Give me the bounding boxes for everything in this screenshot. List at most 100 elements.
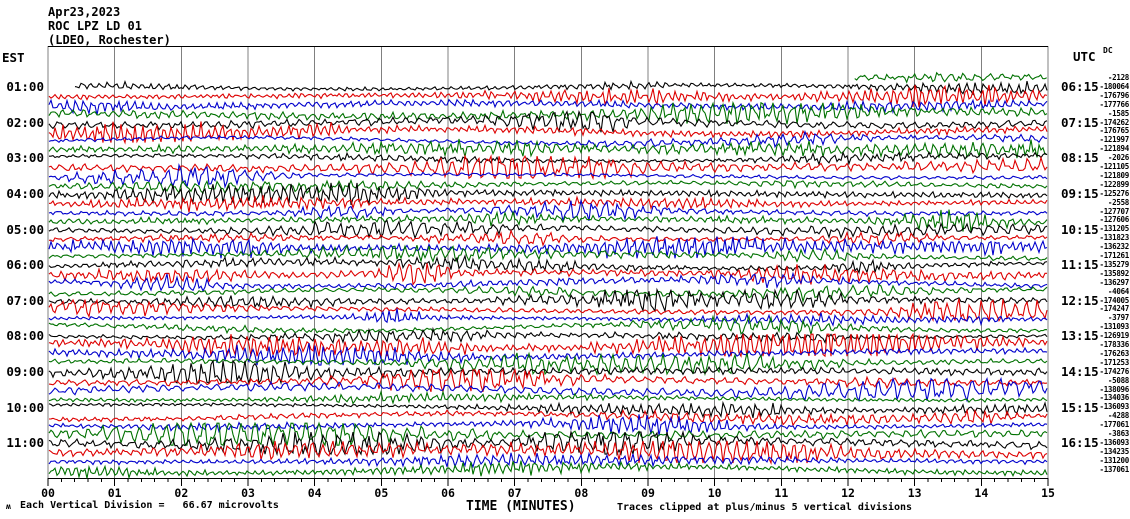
seismogram-trace [48,271,1048,293]
seismogram-trace [48,308,1048,327]
seismogram-trace [74,79,1048,96]
seismogram-trace [48,460,1048,480]
seismogram-trace [48,154,1048,181]
dc-offset-value: -137061 [1099,464,1129,474]
dc-offset-value: -136232 [1099,242,1129,252]
est-time-label: 03:00 [6,150,44,166]
utc-time-label: 09:15 [1061,185,1099,201]
minute-tick-label: 15 [1041,486,1055,500]
seismogram-trace [48,287,1048,314]
minute-tick-label: 08 [574,486,589,500]
dc-offset-value: -174247 [1099,304,1129,314]
dc-column-title: DC [1103,46,1113,55]
est-time-label: 11:00 [6,435,44,451]
seismogram-trace [48,163,1048,189]
est-time-label: 06:00 [6,257,44,273]
seismogram-trace [48,451,1048,469]
header-station: ROC LPZ LD 01 [48,19,142,33]
seismogram-trace [48,389,1048,405]
time-axis-ticks [47,478,1049,486]
utc-time-label: 06:15 [1061,79,1099,95]
seismogram-trace [48,368,1048,392]
dc-offset-value: -171253 [1099,357,1129,367]
minute-tick-label: 00 [41,486,55,500]
seismogram-trace [854,71,1047,84]
dc-offset-value: -131823 [1099,233,1129,243]
seismogram-trace [48,351,1048,377]
plot-frame [48,46,1048,479]
utc-time-label: 07:15 [1061,114,1099,130]
minute-tick-label: 06 [441,486,455,500]
minute-tick-label: 01 [107,486,122,500]
dc-offset-value: -135279 [1099,259,1129,269]
seismogram-trace [48,98,1048,116]
dc-offset-value: -127707 [1099,206,1129,216]
dc-offset-value: -4064 [1107,286,1129,296]
trace-lines [48,71,1048,480]
utc-time-label: 10:15 [1061,221,1099,237]
dc-offset-value: -127606 [1099,215,1129,225]
dc-offset-value: -121809 [1099,170,1129,180]
dc-offset-value: -136297 [1099,277,1129,287]
seismogram-trace [48,209,1048,232]
dc-offset-value: -121997 [1099,135,1129,145]
utc-time-label: 08:15 [1061,150,1099,166]
dc-offset-value: -131205 [1099,224,1129,234]
seismogram-trace [48,219,1048,240]
dc-offset-value: -176263 [1099,348,1129,358]
dc-offset-value: -131093 [1099,322,1129,332]
minute-tick-label: 11 [774,486,789,500]
dc-offset-value: -5088 [1107,375,1129,385]
minute-tick-label: 03 [241,486,255,500]
seismogram-trace [48,261,1047,286]
est-time-label: 07:00 [6,292,44,308]
est-time-label: 05:00 [6,221,44,237]
dc-offset-value: -138096 [1099,384,1129,394]
minute-tick-label: 12 [841,486,855,500]
tiny-mark: ʍ [6,502,11,511]
seismogram-trace [48,84,1048,108]
minute-tick-label: 04 [307,486,322,500]
seismogram-trace [48,244,1048,264]
header-date: Apr23,2023 [48,5,121,19]
seismogram-trace [48,376,1048,403]
header-location: (LDEO, Rochester) [48,33,171,47]
dc-offset-value: -177061 [1099,420,1129,430]
dc-offset-value: -176796 [1099,90,1129,100]
clipping-note: Traces clipped at plus/minus 5 vertical … [617,502,913,513]
seismogram-trace [48,326,1048,345]
seismogram-trace [48,421,1048,448]
seismogram-trace [48,138,1048,159]
seismogram-trace [48,129,1048,150]
dc-offset-value: -2128 [1107,73,1129,82]
utc-time-label: 11:15 [1061,257,1099,273]
minute-tick-label: 10 [707,486,722,500]
seismogram-trace [48,283,1048,304]
dc-offset-value: -3797 [1107,313,1129,323]
dc-offset-value: -136093 [1099,402,1129,412]
dc-offset-value: -2558 [1107,197,1129,207]
seismogram-trace [48,440,1048,466]
est-time-label: 02:00 [6,114,44,130]
seismogram-trace [48,298,1048,322]
dc-offset-value: -3863 [1107,429,1129,438]
dc-offset-value: -176765 [1099,126,1129,136]
seismogram-trace [49,150,1048,166]
seismogram-trace [48,414,1048,436]
seismogram-trace [48,254,1048,275]
dc-offset-value: -180064 [1099,81,1129,91]
utc-axis-title: UTC [1073,49,1096,64]
utc-time-label: 12:15 [1061,292,1099,308]
dc-offset-value: -135892 [1099,268,1129,278]
minute-tick-label: 13 [907,486,922,500]
seismogram-trace [48,182,1048,206]
minute-tick-label: 09 [641,486,655,500]
seismogram-trace [48,236,1048,259]
time-axis-title: TIME (MINUTES) [466,499,576,514]
seismogram-trace [48,342,1048,367]
dc-offset-value: -125276 [1099,188,1129,198]
est-axis-title: EST [2,50,25,65]
seismogram-trace [48,332,1048,358]
est-time-label: 08:00 [6,328,44,344]
